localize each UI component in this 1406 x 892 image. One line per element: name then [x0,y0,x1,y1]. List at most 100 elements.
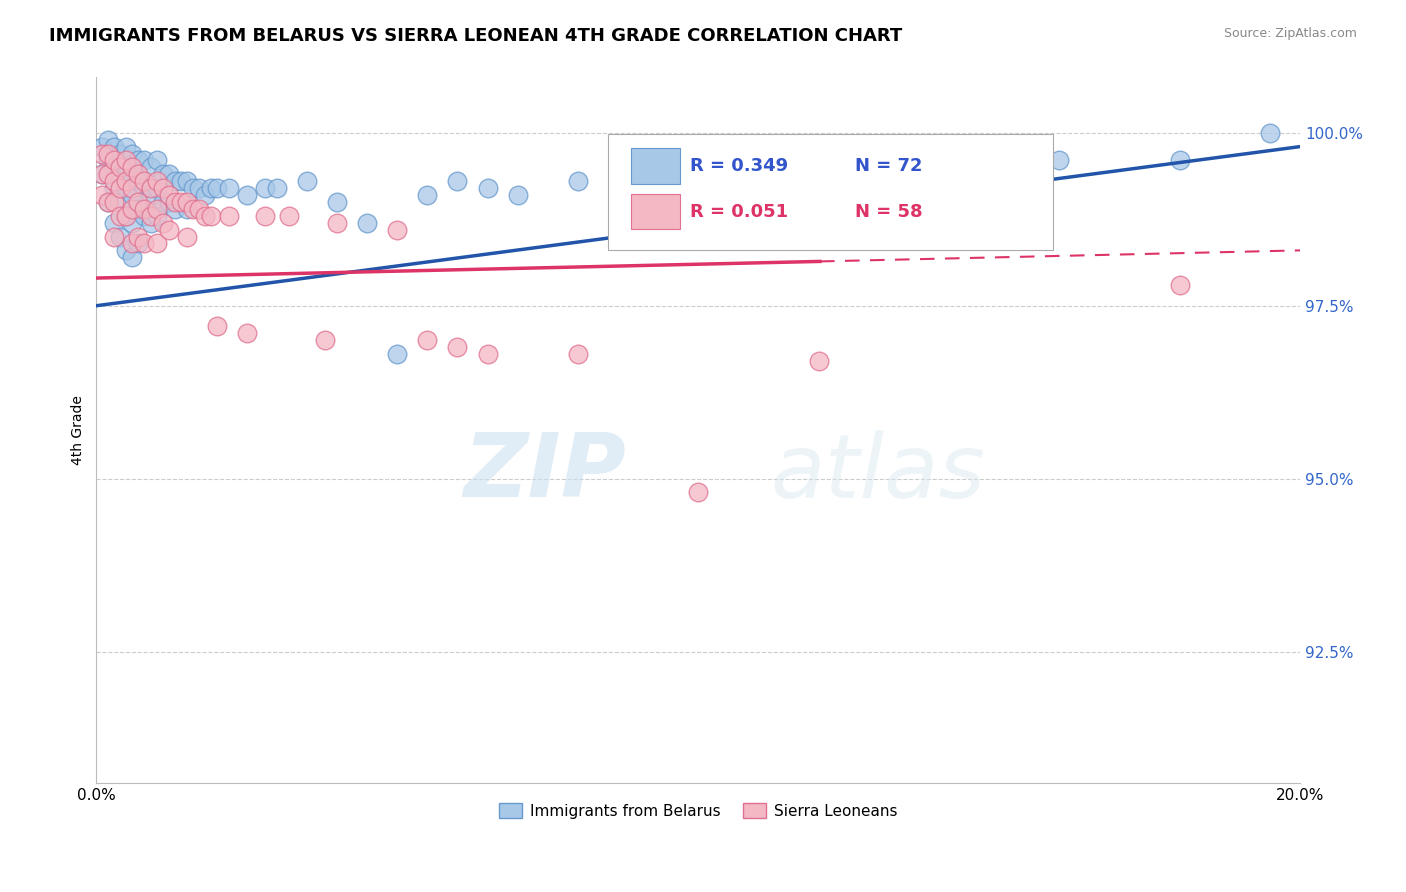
Point [181,202,204,216]
Point [1258,126,1281,140]
Point [121,216,143,230]
Point [110,146,132,161]
Point [236,326,259,341]
Point [121,202,143,216]
Point [253,209,276,223]
Point [139,188,162,202]
Point [176,174,198,188]
Text: R = 0.051: R = 0.051 [690,202,787,220]
Point [97,153,120,168]
Point [387,347,409,361]
Point [176,202,198,216]
Point [121,236,143,251]
Point [103,161,125,175]
Point [134,153,156,168]
Point [176,229,198,244]
Text: ZIP: ZIP [463,429,626,516]
Point [176,194,198,209]
Point [127,229,149,244]
Point [115,209,138,223]
Point [506,188,529,202]
Point [91,188,114,202]
Point [416,334,439,348]
Point [194,209,217,223]
Point [807,174,830,188]
Point [1168,153,1191,168]
Point [103,229,125,244]
Point [295,174,318,188]
Point [187,202,209,216]
Point [121,167,143,181]
Point [236,188,259,202]
Point [152,167,174,181]
Point [103,181,125,195]
Point [278,209,301,223]
Point [169,174,191,188]
Point [103,194,125,209]
Point [477,347,499,361]
Point [121,188,143,202]
Point [747,167,769,181]
Point [121,146,143,161]
Point [91,167,114,181]
Point [110,229,132,244]
Point [145,209,167,223]
FancyBboxPatch shape [631,148,681,184]
Point [134,181,156,195]
Point [115,209,138,223]
Point [387,222,409,236]
FancyBboxPatch shape [631,194,681,229]
Point [253,181,276,195]
Point [446,174,468,188]
Point [152,181,174,195]
Point [115,244,138,258]
Point [157,194,180,209]
Point [110,209,132,223]
Point [266,181,288,195]
Point [205,319,228,334]
Point [139,161,162,175]
Point [115,161,138,175]
Point [134,236,156,251]
Point [97,167,120,181]
Point [91,167,114,181]
Text: Source: ZipAtlas.com: Source: ZipAtlas.com [1223,27,1357,40]
Point [139,181,162,195]
Point [200,181,222,195]
Point [134,174,156,188]
Point [152,216,174,230]
Text: atlas: atlas [770,430,986,516]
Text: R = 0.349: R = 0.349 [690,157,787,175]
Point [1168,277,1191,292]
Point [115,153,138,168]
Point [807,354,830,368]
Point [181,181,204,195]
Point [163,174,186,188]
Point [110,167,132,181]
Point [127,236,149,251]
Point [110,194,132,209]
Point [134,209,156,223]
Point [205,181,228,195]
Point [139,209,162,223]
Point [121,250,143,264]
Point [152,194,174,209]
Point [103,216,125,230]
Point [121,181,143,195]
Point [326,216,349,230]
Point [127,202,149,216]
Point [110,161,132,175]
Point [127,167,149,181]
Point [356,216,378,230]
Point [163,194,186,209]
Point [567,347,589,361]
Point [200,209,222,223]
Point [97,133,120,147]
Point [103,139,125,153]
Text: IMMIGRANTS FROM BELARUS VS SIERRA LEONEAN 4TH GRADE CORRELATION CHART: IMMIGRANTS FROM BELARUS VS SIERRA LEONEA… [49,27,903,45]
Point [127,153,149,168]
Point [1047,153,1070,168]
Point [115,174,138,188]
Point [218,209,240,223]
Point [103,153,125,168]
